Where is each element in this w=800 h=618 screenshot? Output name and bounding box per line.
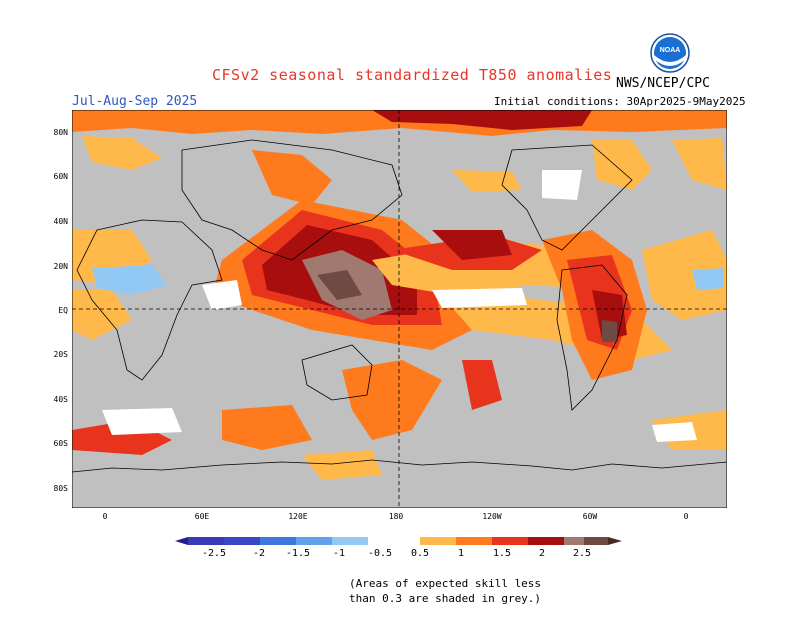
skill-note: (Areas of expected skill less than 0.3 a…: [349, 576, 541, 606]
lon-label: 120E: [288, 512, 308, 521]
lon-label: 120W: [482, 512, 502, 521]
colorbar-label: -2: [252, 548, 266, 559]
noaa-logo-icon: NOAA: [650, 33, 690, 73]
colorbar-label: -1.5: [285, 548, 311, 559]
colorbar-label: 1.5: [492, 548, 512, 559]
lat-label: 40S: [53, 395, 68, 404]
continent-outlines: [76, 139, 633, 411]
colorbar-label: 0.5: [410, 548, 430, 559]
neutral-regions: [102, 170, 697, 442]
anomaly-map: [72, 110, 727, 508]
colorbar-label: -2.5: [201, 548, 227, 559]
lat-label: 40N: [53, 217, 68, 226]
lon-label: 0: [683, 512, 689, 521]
agency-label: NWS/NCEP/CPC: [616, 76, 710, 91]
southern-warm-patches: [72, 360, 727, 480]
lat-label: 80N: [53, 128, 68, 137]
lat-label: EQ: [58, 306, 68, 315]
cool-anomaly-regions: [92, 265, 724, 295]
lon-label: 60E: [194, 512, 210, 521]
colorbar-label: 1: [457, 548, 465, 559]
initial-conditions-label: Initial conditions: 30Apr2025-9May2025: [494, 95, 746, 108]
lat-label: 60S: [53, 439, 68, 448]
season-label: Jul-Aug-Sep 2025: [72, 94, 198, 109]
colorbar-label: 2.5: [572, 548, 592, 559]
skill-note-line: than 0.3 are shaded in grey.): [349, 592, 542, 605]
south-america-warm-region: [542, 230, 647, 380]
lat-label: 20N: [53, 262, 68, 271]
lat-label: 20S: [53, 350, 68, 359]
lon-label: 180: [388, 512, 404, 521]
lon-label: 0: [102, 512, 108, 521]
skill-note-line: (Areas of expected skill less: [349, 577, 542, 590]
colorbar-label: 2: [538, 548, 546, 559]
map-title: CFSv2 seasonal standardized T850 anomali…: [212, 66, 613, 84]
colorbar: [175, 537, 622, 545]
lon-label: 60W: [582, 512, 598, 521]
colorbar-label: -0.5: [367, 548, 393, 559]
noaa-logo-text: NOAA: [660, 47, 681, 54]
lat-label: 80S: [53, 484, 68, 493]
west-pacific-warm-region: [212, 200, 492, 350]
lat-label: 60N: [53, 172, 68, 181]
colorbar-label: -1: [332, 548, 346, 559]
antarctica-coastline: [72, 459, 727, 473]
